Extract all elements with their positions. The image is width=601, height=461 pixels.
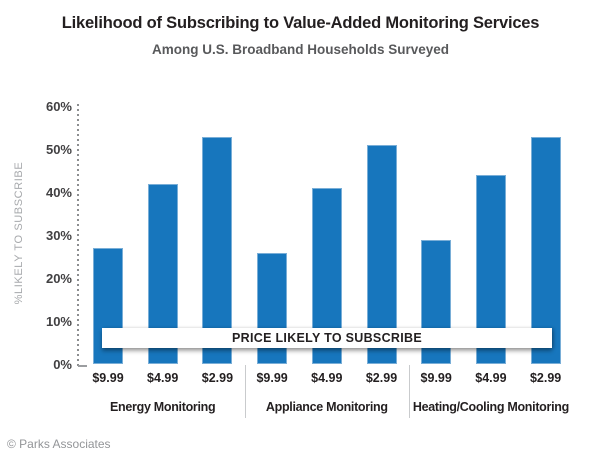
price-tick-label: $4.99 bbox=[147, 371, 179, 385]
price-banner-label: PRICE LIKELY TO SUBSCRIBE bbox=[232, 331, 422, 345]
group-label: Energy Monitoring bbox=[110, 400, 216, 414]
group-label: Heating/Cooling Monitoring bbox=[412, 400, 569, 414]
price-tick-label: $9.99 bbox=[420, 371, 452, 385]
y-tick-label: 0% bbox=[53, 356, 72, 372]
price-tick-label: $4.99 bbox=[475, 371, 507, 385]
price-tick-label: $9.99 bbox=[256, 371, 288, 385]
chart-subtitle: Among U.S. Broadband Households Surveyed bbox=[151, 42, 450, 57]
price-tick-label: $2.99 bbox=[529, 371, 562, 385]
attribution: © Parks Associates bbox=[7, 437, 111, 451]
bar bbox=[366, 145, 397, 365]
bar bbox=[202, 136, 233, 365]
bar bbox=[530, 136, 561, 365]
group-divider bbox=[244, 365, 246, 418]
y-tick-label: 40% bbox=[45, 184, 72, 200]
group-divider bbox=[408, 365, 410, 418]
y-tick-label: 50% bbox=[45, 141, 72, 157]
y-tick-label: 30% bbox=[45, 227, 72, 243]
price-tick-label: $2.99 bbox=[365, 371, 398, 385]
chart-title: Likelihood of Subscribing to Value-Added… bbox=[61, 14, 540, 32]
price-tick-label: $9.99 bbox=[92, 371, 124, 385]
y-axis-title: %LIKELY TO SUBSCRIBE bbox=[13, 161, 25, 305]
group-label: Appliance Monitoring bbox=[265, 400, 388, 414]
y-tick-label: 20% bbox=[45, 270, 72, 286]
price-banner: PRICE LIKELY TO SUBSCRIBE bbox=[102, 328, 552, 348]
price-tick-label: $2.99 bbox=[201, 371, 234, 385]
y-axis-line bbox=[77, 104, 79, 366]
price-tick-label: $4.99 bbox=[311, 371, 343, 385]
y-tick-label: 60% bbox=[45, 98, 72, 114]
y-tick-label: 10% bbox=[45, 313, 72, 329]
x-axis-baseline-tick bbox=[78, 365, 87, 367]
